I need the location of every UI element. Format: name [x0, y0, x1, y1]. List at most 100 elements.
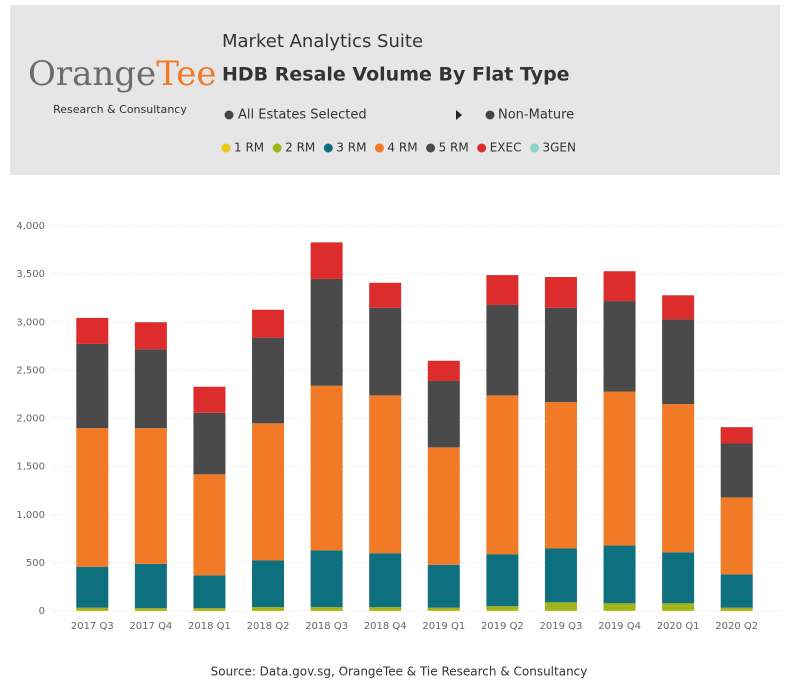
bar-segment: [427, 380, 460, 448]
y-tick-label: 3,000: [16, 317, 45, 328]
bar-segment: [603, 301, 636, 392]
bar-segment: [720, 574, 753, 608]
bar-segment: [193, 412, 226, 475]
legend-dot[interactable]: [323, 143, 333, 153]
x-tick-label: 2018 Q2: [247, 621, 290, 632]
bar-segment: [369, 607, 402, 611]
bar-segment: [310, 385, 343, 551]
bar-segment: [310, 550, 343, 608]
y-tick-label: 1,000: [16, 510, 45, 521]
x-tick-label: 2017 Q4: [129, 621, 172, 632]
bar-segment: [76, 607, 109, 611]
bar-segment: [427, 607, 460, 611]
bar-segment: [134, 428, 167, 564]
bar-segment: [76, 343, 109, 429]
bar-segment: [720, 427, 753, 444]
legend-dot[interactable]: [426, 143, 436, 153]
bar-segment: [720, 607, 753, 611]
cursor-arrow: [456, 110, 462, 120]
legend-dot[interactable]: [272, 143, 282, 153]
bar-segment: [662, 319, 695, 405]
x-tick-label: 2017 Q3: [71, 621, 114, 632]
bar-segment: [427, 564, 460, 608]
bar-segment: [486, 304, 519, 396]
bar-segment: [544, 548, 577, 603]
bar-segment: [76, 317, 109, 344]
suite-title: Market Analytics Suite: [222, 31, 423, 52]
bar-segment: [720, 497, 753, 575]
bar-segment: [134, 563, 167, 609]
y-tick-label: 2,000: [16, 414, 45, 425]
bar-segment: [193, 575, 226, 609]
y-tick-label: 0: [39, 606, 45, 617]
bar-segment: [310, 278, 343, 386]
legend-dot[interactable]: [529, 143, 539, 153]
filter-maturity[interactable]: Non-Mature: [498, 108, 574, 123]
y-tick-label: 1,500: [16, 462, 45, 473]
legend-dot[interactable]: [374, 143, 384, 153]
logo-brand: Orange: [28, 54, 156, 94]
bar-segment: [369, 282, 402, 308]
x-tick-label: 2020 Q2: [715, 621, 758, 632]
filter-dot[interactable]: [224, 110, 234, 120]
filter-dot[interactable]: [485, 110, 495, 120]
header-panel: [10, 5, 780, 175]
bar-segment: [486, 554, 519, 607]
bar-segment: [193, 474, 226, 576]
bar-segment: [193, 386, 226, 413]
bar-segment: [76, 566, 109, 608]
bar-segment: [662, 404, 695, 553]
bar-segment: [310, 242, 343, 279]
legend-label: 4 RM: [387, 141, 417, 155]
bar-segment: [427, 360, 460, 381]
bar-segment: [486, 275, 519, 305]
legend-label: 3 RM: [336, 141, 366, 155]
bar-segment: [252, 423, 285, 561]
x-tick-label: 2019 Q4: [598, 621, 641, 632]
logo-accent: Tee: [156, 54, 216, 94]
bar-segment: [252, 309, 285, 338]
source-note: Source: Data.gov.sg, OrangeTee & Tie Res…: [211, 665, 588, 679]
y-tick-label: 3,500: [16, 269, 45, 280]
y-tick-label: 500: [26, 558, 45, 569]
bar-segment: [603, 271, 636, 302]
bar-segment: [193, 608, 226, 611]
legend-label: 3GEN: [542, 141, 576, 155]
bar-segment: [544, 602, 577, 611]
logo-tagline: Research & Consultancy: [53, 103, 187, 116]
bar-segment: [544, 277, 577, 308]
bar-segment: [486, 395, 519, 555]
bar-segment: [662, 603, 695, 611]
x-tick-label: 2019 Q3: [540, 621, 583, 632]
bar-segment: [603, 545, 636, 604]
y-tick-label: 4,000: [16, 221, 45, 232]
bar-segment: [76, 428, 109, 567]
bar-segment: [134, 608, 167, 611]
bar-segment: [544, 402, 577, 549]
legend-dot[interactable]: [221, 143, 231, 153]
legend-label: 1 RM: [234, 141, 264, 155]
x-tick-label: 2019 Q2: [481, 621, 524, 632]
chart-title: HDB Resale Volume By Flat Type: [222, 64, 570, 86]
bar-segment: [252, 607, 285, 611]
bar-segment: [720, 443, 753, 498]
bar-segment: [134, 349, 167, 429]
bar-segment: [252, 337, 285, 424]
legend-label: EXEC: [490, 141, 522, 155]
bar-segment: [369, 395, 402, 554]
legend-label: 5 RM: [439, 141, 469, 155]
x-tick-label: 2019 Q1: [422, 621, 465, 632]
legend-dot[interactable]: [477, 143, 487, 153]
bar-segment: [369, 553, 402, 608]
x-tick-label: 2018 Q1: [188, 621, 231, 632]
bar-segment: [369, 307, 402, 396]
x-tick-label: 2020 Q1: [657, 621, 700, 632]
bar-segment: [310, 607, 343, 611]
y-tick-label: 2,500: [16, 365, 45, 376]
bar-segment: [603, 391, 636, 546]
bar-segment: [662, 295, 695, 320]
filter-estates[interactable]: All Estates Selected: [238, 108, 367, 123]
bar-segment: [134, 322, 167, 350]
bar-segment: [486, 606, 519, 611]
